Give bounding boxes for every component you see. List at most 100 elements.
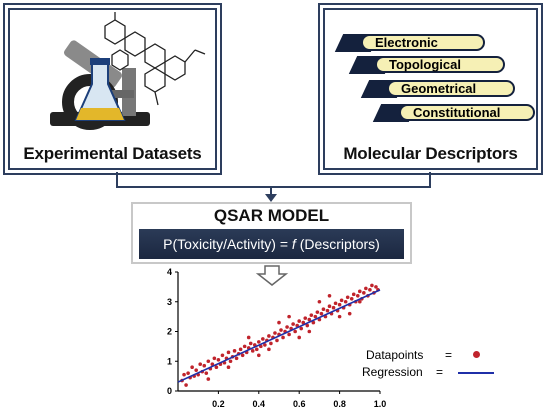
- datapoint: [250, 349, 255, 353]
- x-tick-label: 0.6: [293, 399, 306, 409]
- datapoint: [263, 343, 267, 347]
- datapoint: [194, 368, 198, 372]
- datapoint: [248, 341, 253, 346]
- datapoint: [267, 334, 271, 338]
- datapoint: [355, 294, 360, 298]
- datapoint: [206, 359, 211, 364]
- datapoint: [362, 291, 366, 295]
- datapoint: [182, 372, 186, 377]
- datapoint: [285, 325, 289, 329]
- equation-suffix: (Descriptors): [295, 236, 380, 252]
- datapoint: [303, 316, 308, 320]
- datapoint: [311, 320, 316, 325]
- datapoint: [343, 299, 348, 304]
- datapoint: [347, 311, 352, 316]
- datapoint: [267, 347, 271, 352]
- datapoint: [214, 365, 219, 370]
- datapoint: [374, 285, 378, 289]
- y-tick-label: 3: [167, 297, 172, 307]
- datapoint: [246, 335, 251, 340]
- datapoint: [358, 289, 362, 294]
- datapoint: [345, 295, 350, 300]
- datapoint: [269, 341, 273, 346]
- datapoint: [309, 313, 314, 317]
- datapoint: [327, 304, 332, 309]
- datapoint: [307, 317, 312, 322]
- datapoint: [279, 328, 283, 332]
- datapoint: [333, 301, 338, 306]
- datapoint: [216, 357, 221, 362]
- datapoint: [315, 310, 320, 314]
- datapoint: [184, 383, 188, 387]
- legend-regression-line: [458, 372, 494, 374]
- datapoint: [299, 326, 304, 331]
- datapoint: [293, 329, 297, 334]
- datapoint: [273, 331, 277, 335]
- y-tick-label: 1: [167, 356, 172, 366]
- datapoint: [305, 323, 310, 328]
- descriptor-label: Geometrical: [387, 80, 515, 97]
- x-tick-label: 0.2: [212, 399, 225, 409]
- datapoint: [186, 371, 190, 375]
- datapoint: [281, 335, 285, 340]
- datapoint: [307, 329, 312, 334]
- legend-regression-eq: =: [436, 365, 444, 379]
- datapoint: [240, 353, 245, 358]
- datapoint: [228, 359, 233, 364]
- equation-prefix: P(Toxicity/Activity) =: [163, 236, 292, 252]
- descriptor-label: Constitutional: [399, 104, 535, 121]
- datapoint: [226, 350, 231, 355]
- datapoint: [297, 319, 302, 323]
- datapoint: [368, 288, 372, 292]
- datapoint: [297, 335, 302, 340]
- legend-datapoint-marker: [473, 351, 480, 358]
- datapoint: [190, 365, 194, 370]
- datapoint: [349, 296, 354, 301]
- datapoint: [325, 308, 330, 313]
- datapoint: [327, 294, 332, 298]
- datapoint: [275, 338, 279, 343]
- datapoint: [317, 299, 322, 304]
- datapoint: [238, 347, 243, 352]
- datapoint: [287, 332, 291, 337]
- datapoint: [242, 344, 247, 349]
- datapoint: [206, 377, 211, 381]
- datapoint: [351, 292, 356, 297]
- datapoint: [287, 314, 291, 319]
- datapoint: [198, 362, 203, 367]
- y-tick-label: 0: [167, 386, 172, 396]
- datapoint: [339, 298, 344, 303]
- legend-datapoints-eq: =: [445, 348, 453, 362]
- datapoint: [370, 283, 374, 288]
- y-tick-label: 4: [167, 267, 172, 277]
- datapoint: [364, 286, 368, 291]
- datapoint: [234, 356, 239, 361]
- experimental-datasets-label: Experimental Datasets: [23, 144, 202, 163]
- datapoint: [313, 314, 318, 319]
- datapoint: [257, 340, 261, 344]
- datapoint: [291, 322, 295, 326]
- legend-regression-label: Regression: [362, 365, 423, 379]
- datapoint: [226, 365, 231, 370]
- x-tick-label: 1.0: [374, 399, 387, 409]
- flask-icon: [74, 58, 126, 121]
- descriptor-label: Topological: [375, 56, 505, 73]
- qsar-equation: P(Toxicity/Activity) = f (Descriptors): [139, 229, 404, 259]
- x-tick-label: 0.8: [333, 399, 346, 409]
- datapoint: [220, 353, 225, 358]
- datapoint: [257, 353, 261, 358]
- experimental-datasets-panel: Experimental Datasets: [8, 8, 217, 170]
- datapoint: [358, 299, 362, 304]
- molecular-descriptors-label: Molecular Descriptors: [343, 144, 518, 163]
- datapoint: [254, 347, 259, 352]
- molecule-structure-icon: [104, 12, 206, 106]
- datapoint: [212, 356, 217, 361]
- datapoint: [301, 320, 306, 325]
- equation-f: f: [291, 236, 296, 252]
- y-tick-label: 2: [167, 327, 172, 337]
- datapoint: [331, 305, 336, 310]
- descriptor-label: Electronic: [361, 34, 485, 51]
- datapoint: [202, 363, 207, 368]
- datapoint: [337, 314, 342, 319]
